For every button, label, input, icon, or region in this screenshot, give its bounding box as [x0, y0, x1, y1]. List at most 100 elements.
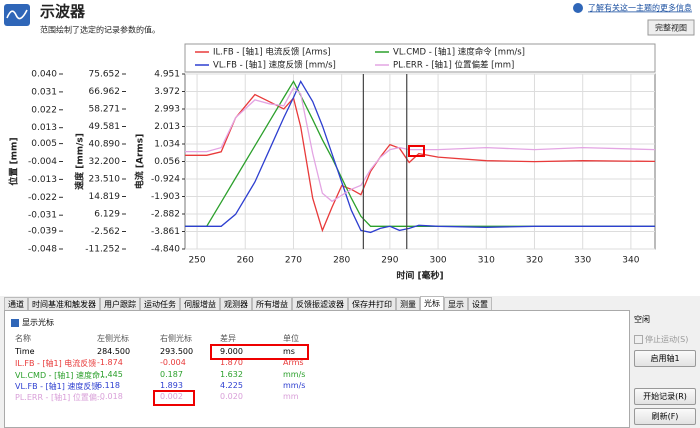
table-cell: 6.118	[97, 380, 120, 390]
table-cell: -0.004	[160, 358, 186, 368]
y-tick-label: 58.271	[89, 105, 121, 115]
table-cell: 4.225	[220, 380, 243, 390]
tab[interactable]: 运动任务	[140, 297, 180, 311]
table-cell: 0.002	[160, 392, 183, 402]
y-tick-label: 23.510	[89, 174, 121, 184]
help-link[interactable]: 了解有关这一主题的更多信息	[588, 3, 692, 13]
table-cell: -1.874	[97, 358, 123, 368]
column-header: 名称	[15, 334, 31, 343]
x-tick-label: 320	[526, 256, 543, 266]
stop-checkbox[interactable]: 停止运动(S)	[634, 334, 688, 345]
y-tick-label: 75.652	[89, 70, 121, 80]
stop-label: 停止运动(S)	[645, 335, 689, 344]
column-header: 差异	[220, 334, 236, 343]
tab[interactable]: 显示	[444, 297, 468, 311]
table-cell: IL.FB - [轴1] 电流反馈	[15, 359, 97, 369]
column-header: 右侧光标	[160, 334, 192, 343]
table-cell: 1.893	[160, 380, 183, 390]
table-cell: 0.020	[220, 392, 243, 402]
tab[interactable]: 观测器	[220, 297, 252, 311]
legend-label: IL.FB - [轴1] 电流反馈 [Arms]	[213, 47, 331, 58]
y-tick-label: 0.056	[154, 157, 180, 167]
tab[interactable]: 测量	[396, 297, 420, 311]
full-view-button[interactable]	[647, 19, 695, 36]
x-tick-label: 300	[429, 256, 446, 266]
refresh-button[interactable]: 刷新(F)	[634, 408, 696, 425]
tab[interactable]: 保存并打印	[348, 297, 396, 311]
y-tick-label: 4.951	[154, 70, 180, 80]
series-line	[185, 86, 656, 203]
x-tick-label: 260	[237, 256, 254, 266]
tab[interactable]: 反馈振滤波器	[292, 297, 348, 311]
y-tick-label: -0.022	[28, 193, 57, 203]
column-header: 左侧光标	[97, 334, 129, 343]
app-icon-wave	[6, 9, 28, 20]
tab[interactable]: 伺服增益	[180, 297, 220, 311]
table-cell: 284.500	[97, 347, 131, 356]
table-cell: mm	[283, 392, 299, 402]
y-axis-title: 电流 [Arms]	[134, 134, 146, 190]
x-tick-label: 280	[333, 256, 350, 266]
y-tick-label: 0.022	[31, 105, 57, 115]
tab[interactable]: 时间基准和触发器	[28, 297, 100, 311]
y-tick-label: 0.005	[31, 139, 57, 149]
table-cell: -1.445	[97, 369, 123, 379]
highlight-row	[210, 344, 309, 360]
x-tick-label: 270	[285, 256, 302, 266]
cursor-panel: 显示光标 名称 左侧光标 右侧光标 差异 单位 Time 284.500 293.500 9.0…	[4, 310, 630, 428]
enable-button[interactable]: 启用轴1	[634, 350, 696, 367]
y-axis-title: 速度 [mm/s]	[74, 133, 86, 190]
y-tick-label: -0.013	[28, 175, 57, 185]
y-tick-label: 0.031	[31, 87, 57, 97]
tab[interactable]: 通道	[4, 297, 28, 311]
x-tick-label: 310	[478, 256, 495, 266]
table-cell: VL.CMD - [轴1] 速度命...	[15, 370, 108, 380]
y-tick-label: 2.013	[154, 122, 180, 132]
tab[interactable]: 用户跟踪	[100, 297, 140, 311]
legend-label: VL.FB - [轴1] 速度反馈 [mm/s]	[213, 60, 336, 71]
x-tick-label: 340	[622, 256, 639, 266]
table-cell: -0.018	[97, 392, 123, 402]
app-icon	[4, 4, 30, 26]
y-tick-label: 6.129	[94, 209, 120, 219]
show-cursor-label: 显示光标	[22, 318, 54, 327]
y-tick-label: -0.048	[28, 245, 57, 255]
y-tick-label: 14.819	[89, 192, 121, 202]
y-tick-label: 49.581	[89, 122, 121, 132]
tab[interactable]: 设置	[468, 297, 492, 311]
y-tick-label: -0.031	[28, 211, 57, 221]
table-cell: PL.ERR - [轴1] 位置偏...	[15, 393, 105, 403]
tab[interactable]: 光标	[420, 296, 444, 310]
y-tick-label: -0.924	[151, 175, 180, 185]
help-icon	[573, 3, 583, 13]
tab-bar: 通道 时间基准和触发器 用户跟踪 运动任务 伺服增益 观测器 所有增益 反馈振滤波器 保存并打印…	[4, 296, 628, 311]
y-tick-label: 1.034	[154, 140, 180, 150]
table-cell: 0.187	[160, 369, 183, 379]
table-cell: VL.FB - [轴1] 速度反馈	[15, 381, 100, 391]
y-tick-label: 0.013	[31, 123, 57, 133]
y-tick-label: 32.200	[89, 157, 121, 167]
full-view-label: 完整视图	[655, 23, 687, 33]
record-button[interactable]: 开始记录(R)	[634, 388, 696, 405]
tab[interactable]: 所有增益	[252, 297, 292, 311]
side-panel: 空闲 停止运动(S) 启用轴1 开始记录(R) 刷新(F)	[630, 310, 698, 426]
table-cell: 1.870	[220, 358, 243, 368]
y-tick-label: -4.840	[151, 245, 180, 255]
x-tick-label: 330	[574, 256, 591, 266]
y-tick-label: 2.993	[154, 104, 180, 114]
y-tick-label: -0.039	[28, 227, 57, 237]
x-tick-label: 290	[381, 256, 398, 266]
table-cell: 293.500	[160, 347, 194, 356]
highlight-box	[408, 145, 425, 157]
x-tick-label: 250	[188, 256, 205, 266]
chart: 示波器 范围绘制了选定的记录参数的值。 了解有关这一主题的更多信息 完整视图 位…	[0, 0, 700, 296]
y-axis-title: 位置 [mm]	[8, 137, 20, 185]
legend-label: VL.CMD - [轴1] 速度命令 [mm/s]	[393, 47, 525, 58]
table-cell: 1.632	[220, 369, 243, 379]
show-cursor[interactable]: 显示光标	[11, 317, 54, 328]
y-tick-label: -11.252	[85, 245, 120, 255]
y-tick-label: -2.882	[151, 210, 180, 220]
y-tick-label: -0.004	[28, 157, 57, 167]
highlight-cell	[153, 390, 195, 406]
